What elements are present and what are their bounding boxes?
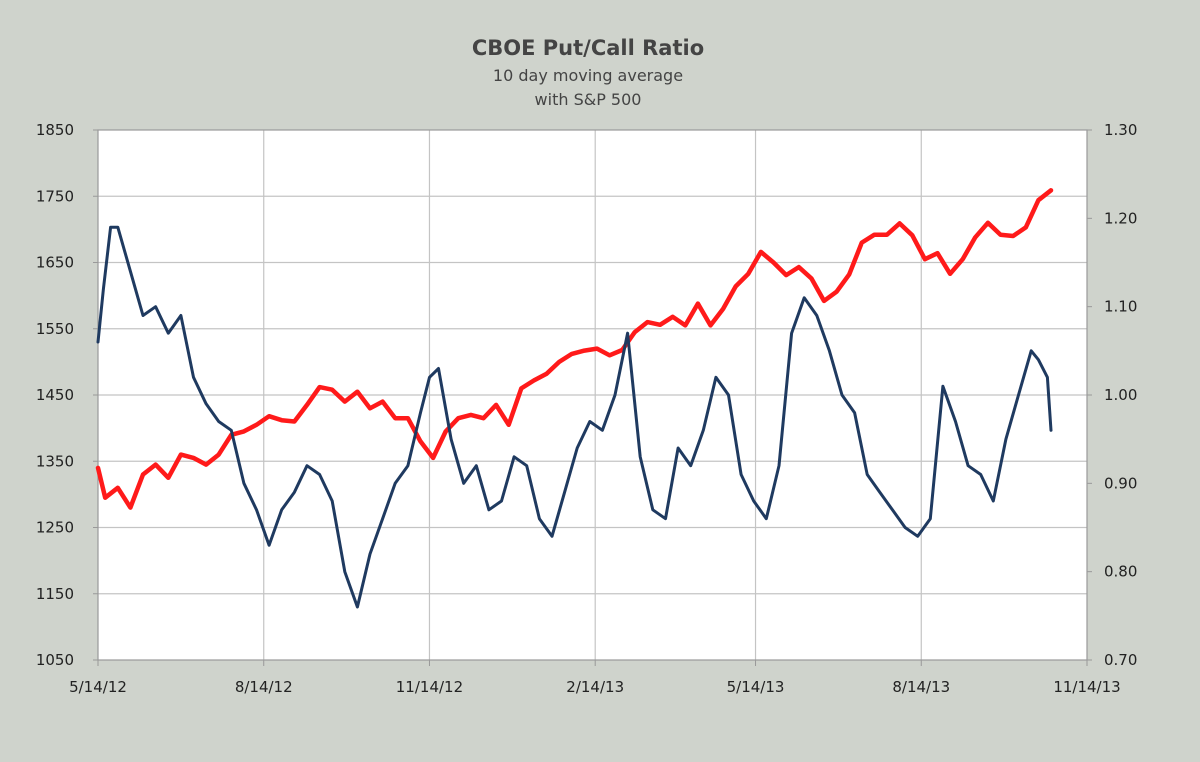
y-right-tick-label: 1.30	[1104, 121, 1137, 139]
x-tick-label: 8/14/13	[892, 678, 950, 696]
x-tick-label: 8/14/12	[235, 678, 293, 696]
y-left-tick-label: 1650	[36, 254, 74, 272]
y-left-tick-label: 1050	[36, 651, 74, 669]
y-right-tick-label: 0.90	[1104, 474, 1137, 492]
y-left-tick-label: 1150	[36, 585, 74, 603]
y-right-tick-label: 1.10	[1104, 298, 1137, 316]
y-left-tick-label: 1450	[36, 386, 74, 404]
series-line-sp500	[95, 188, 1054, 510]
chart-subtitle-line-1: 10 day moving average	[493, 66, 683, 85]
x-tick-label: 5/14/13	[727, 678, 785, 696]
chart-subtitle-line-2: with S&P 500	[535, 90, 642, 109]
chart-title: CBOE Put/Call Ratio	[472, 36, 704, 60]
y-right-tick-label: 1.00	[1104, 386, 1137, 404]
x-tick-label: 11/14/12	[396, 678, 463, 696]
series-line-put-call-ratio	[96, 225, 1053, 609]
x-tick-label: 2/14/13	[566, 678, 624, 696]
y-left-tick-label: 1250	[36, 519, 74, 537]
y-right-tick-label: 0.80	[1104, 563, 1137, 581]
y-left-tick-label: 1550	[36, 320, 74, 338]
plot-area: 1850 1750 1650 1550 1450 1350 1250 1150 1050 1.30…	[36, 121, 1138, 696]
plot-border	[97, 129, 1088, 661]
x-tick-label: 5/14/12	[69, 678, 127, 696]
y-left-tick-label: 1750	[36, 187, 74, 205]
y-right-tick-label: 1.20	[1104, 209, 1137, 227]
y-left-tick-label: 1350	[36, 452, 74, 470]
y-left-tick-label: 1850	[36, 121, 74, 139]
y-right-tick-label: 0.70	[1104, 651, 1137, 669]
x-tick-label: 11/14/13	[1053, 678, 1120, 696]
